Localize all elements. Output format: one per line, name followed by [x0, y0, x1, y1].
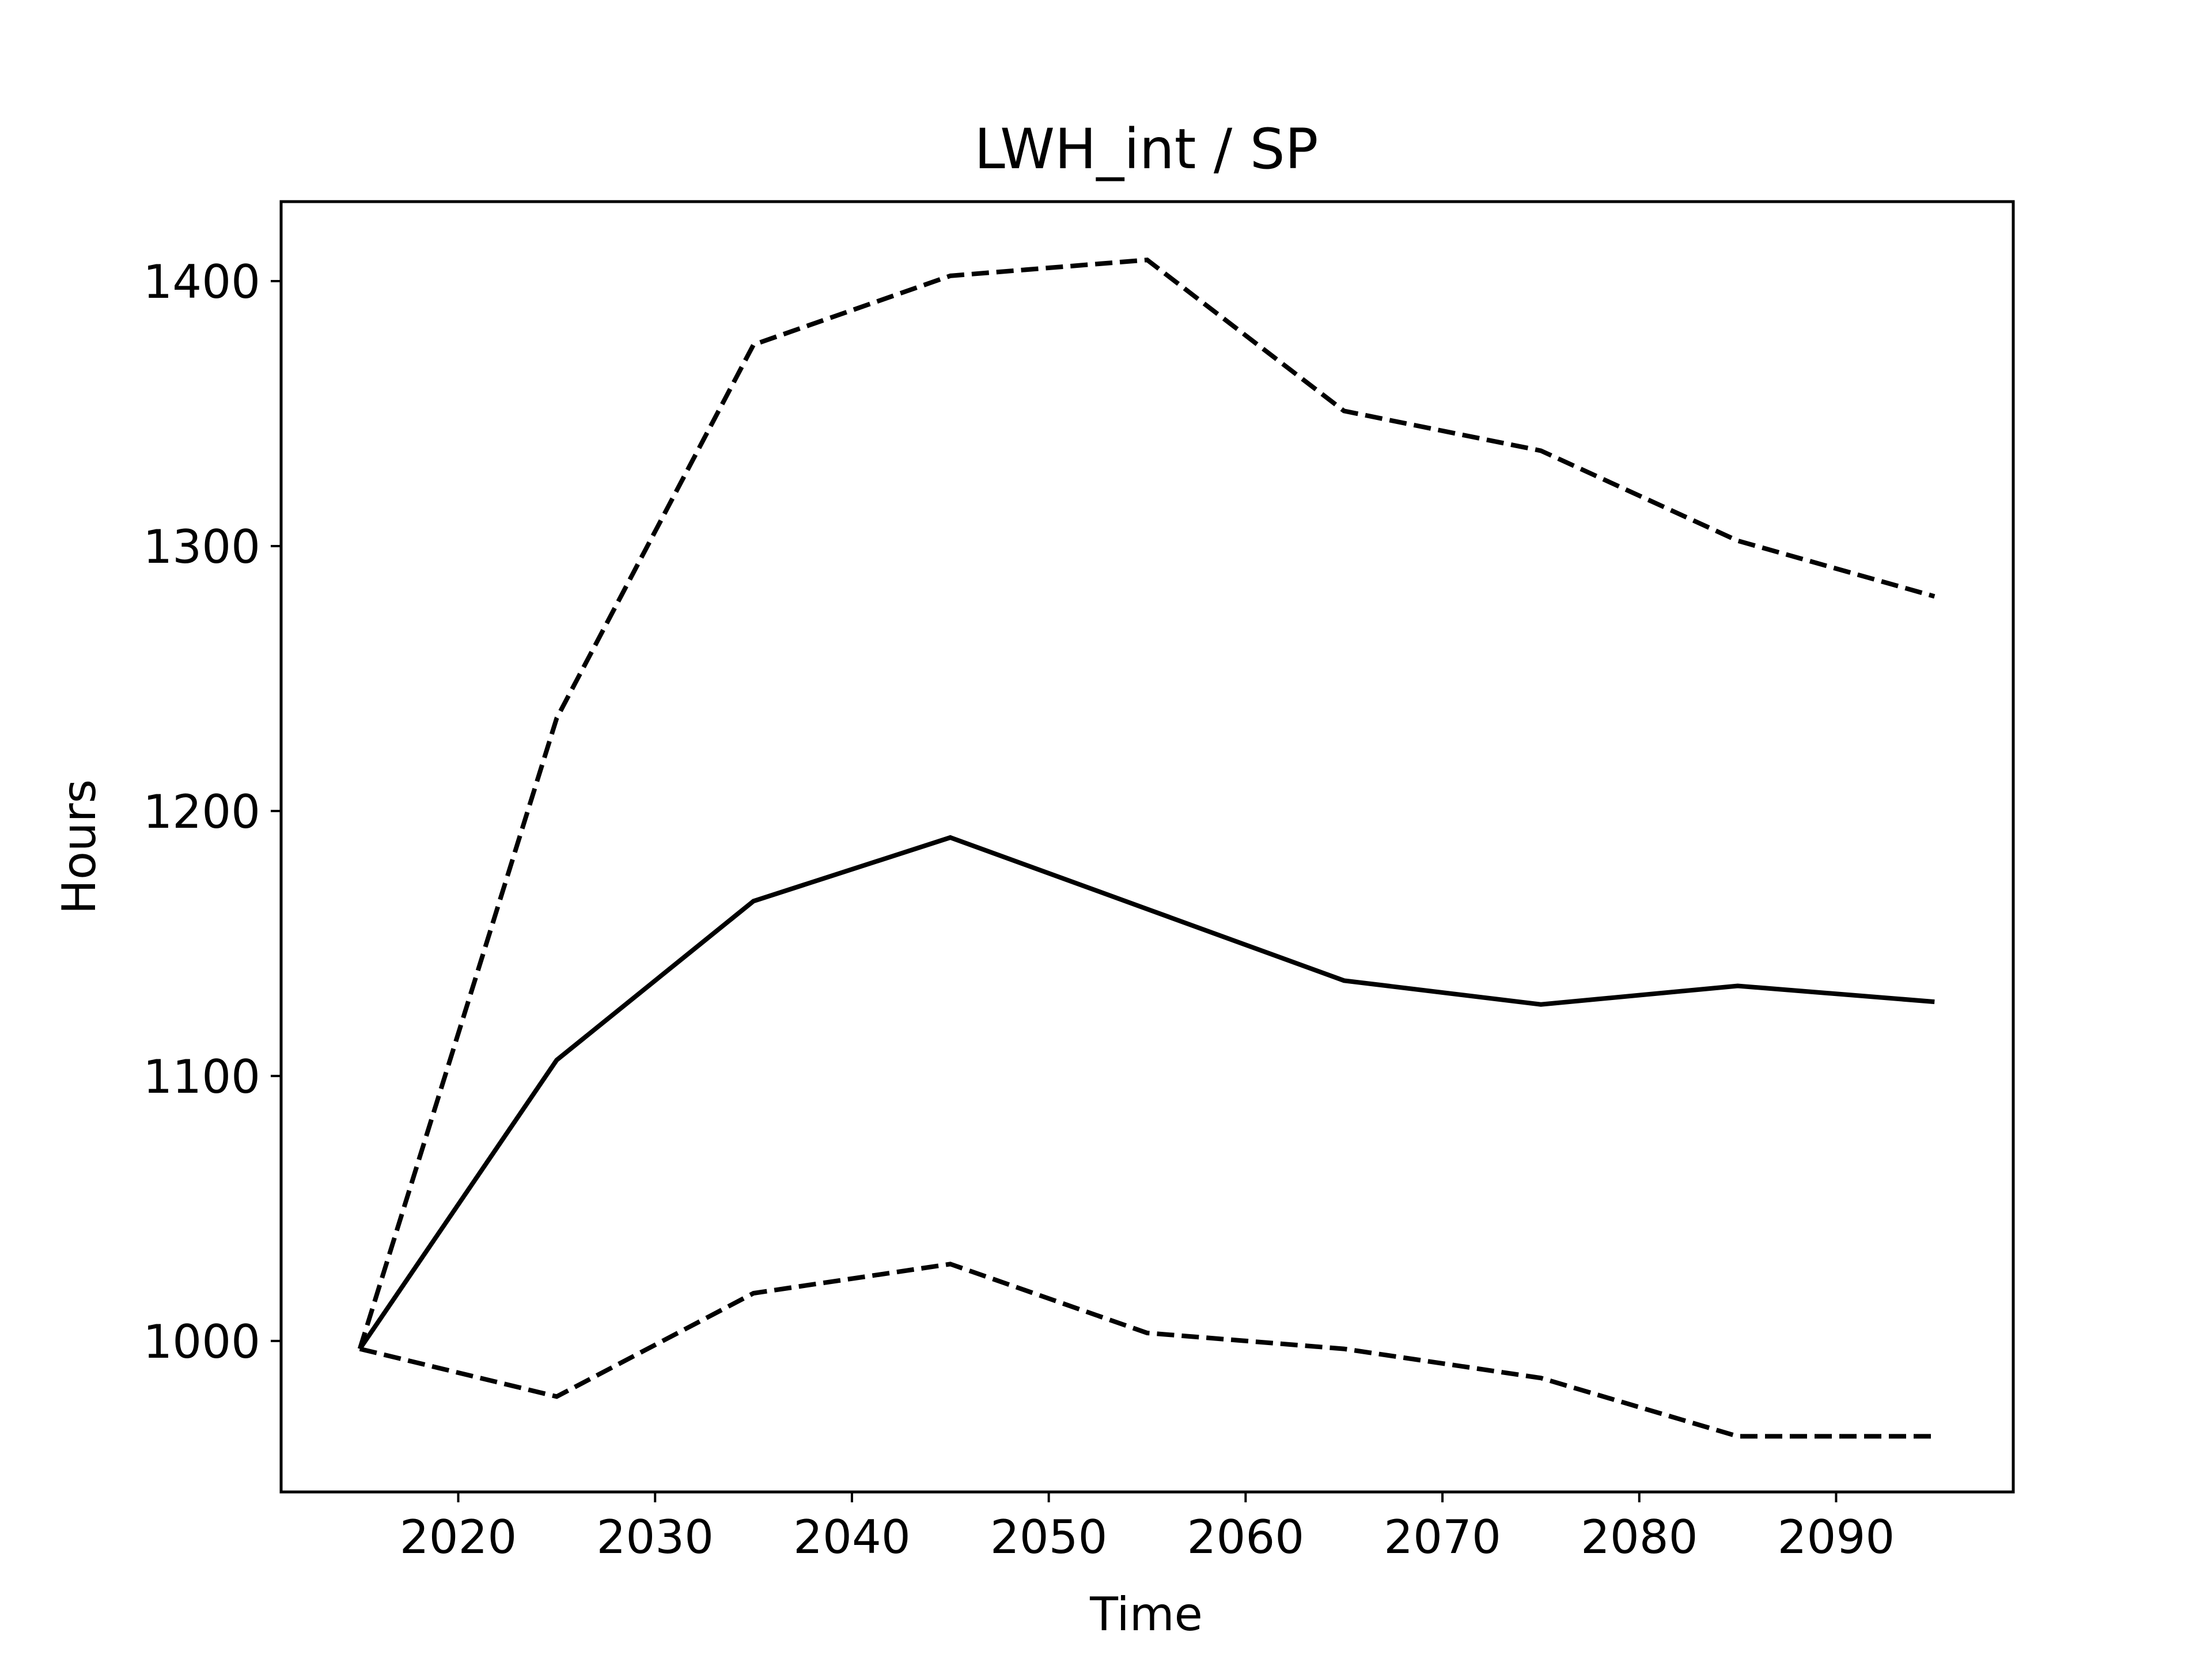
central-series-line	[358, 835, 1935, 1350]
x-tick-label: 2060	[1187, 1510, 1305, 1564]
upper-bound-series-line	[357, 257, 1936, 1350]
y-tick-label: 1200	[143, 785, 260, 839]
x-tick-label: 2020	[400, 1510, 517, 1564]
lower-bound-series-line	[359, 1262, 1935, 1439]
x-tick-label: 2090	[1778, 1510, 1895, 1564]
y-tick-label: 1100	[143, 1050, 260, 1104]
plot-area	[357, 257, 1936, 1439]
x-axis-label: Time	[1089, 1588, 1203, 1641]
x-tick-label: 2040	[793, 1510, 911, 1564]
chart-title: LWH_int / SP	[974, 117, 1318, 181]
y-axis-ticks: 1000 1100 1200 1300 1400	[143, 255, 281, 1369]
y-axis-label: Hours	[52, 779, 106, 914]
x-axis-ticks: 2020 2030 2040 2050 2060 2070 2080 2090	[400, 1492, 1895, 1564]
y-tick-label: 1000	[143, 1315, 260, 1369]
y-tick-label: 1300	[143, 520, 260, 574]
x-tick-label: 2030	[596, 1510, 714, 1564]
x-tick-label: 2070	[1384, 1510, 1501, 1564]
x-tick-label: 2050	[990, 1510, 1108, 1564]
x-tick-label: 2080	[1581, 1510, 1698, 1564]
y-tick-label: 1400	[143, 255, 260, 309]
axes-frame	[279, 200, 2015, 1494]
